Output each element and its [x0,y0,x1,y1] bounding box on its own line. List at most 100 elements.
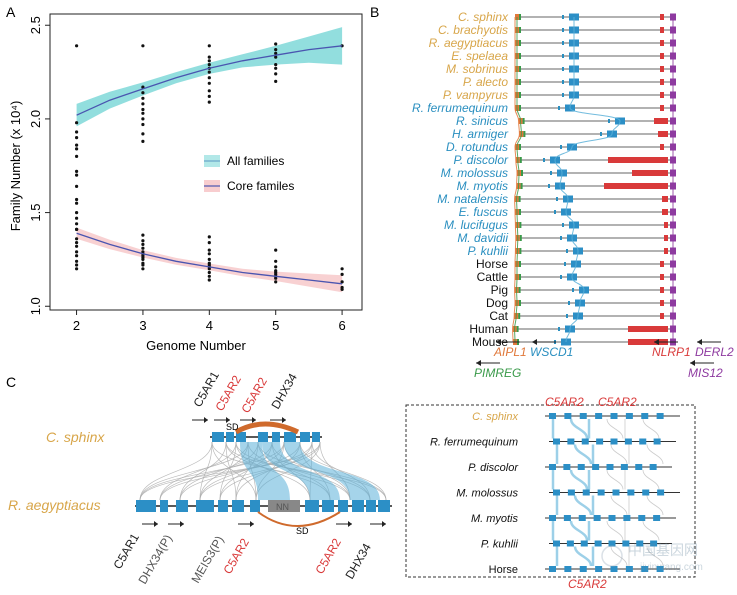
data-point [141,257,145,261]
inset-link [642,469,660,490]
gene-legend-label: NLRP1 [652,345,691,359]
panel-a-label: A [6,4,16,20]
data-point [75,254,79,258]
gene-block-pimreg [519,66,521,72]
data-point [75,222,79,226]
species-label: P. kuhlii [468,244,509,258]
inset-exon-block [549,464,556,470]
gene-block-nlrp1 [654,118,668,124]
species-label: P. discolor [454,153,509,167]
gene-tick [600,132,602,136]
data-point [141,91,145,95]
data-point [75,244,79,248]
gene-tick [572,288,574,292]
data-point [75,201,79,205]
arrow-head [690,360,695,366]
data-point [75,237,79,241]
watermark-logo [601,545,623,567]
x-tick-label: 2 [73,318,80,333]
species-label: P. alecto [463,75,508,89]
inset-exon-block [606,464,614,470]
inset-exon-block [656,413,664,419]
synteny-link [199,441,213,501]
inset-exon-block [592,464,600,470]
y-axis-title: Family Number (x 10⁴) [8,101,23,232]
arrow-head [154,521,158,527]
data-point [141,267,145,271]
gene-tick [556,197,558,201]
bottom-gene-label: C5AR1 [110,531,142,572]
species-label: Pig [491,283,508,297]
data-point [274,276,278,280]
inset-exon-block [653,515,661,521]
data-point [274,66,278,70]
gene-tick [562,80,564,84]
gene-block-nlrp1 [660,105,664,111]
gene-block-pimreg [519,79,521,85]
data-point [274,55,278,59]
synteny-link [139,441,213,501]
data-point [141,122,145,127]
exon-block [250,500,260,512]
inset-exon-block [641,413,649,419]
species-label: M. molossus [441,166,508,180]
exon-block [338,500,348,512]
inset-exon-block [638,515,646,521]
data-point [207,267,211,271]
inset-exon-block [608,540,616,547]
duplication-ribbon [284,442,380,500]
gene-block-nlrp1 [660,300,664,306]
gene-tick [558,106,560,110]
inset-link [573,444,593,465]
inset-exon-block [553,540,560,547]
data-point [75,211,79,215]
inset-exon-block [657,489,665,496]
data-point [75,216,79,220]
data-point [75,136,79,140]
inset-exon-block [622,540,630,547]
inset-link [606,520,624,541]
inset-exon-block [566,540,574,547]
inset-link [606,469,624,490]
gene-block-nlrp1 [662,196,668,202]
inset-exon-block [610,438,618,445]
data-point [207,70,211,74]
species-label: M. lucifugus [444,218,508,232]
exon-block [236,432,246,442]
exon-block [284,432,296,442]
inset-exon-block [656,566,664,572]
inset-link [646,495,664,516]
inset-exon-block [580,540,588,547]
inset-exon-block [642,489,650,496]
duplication-ribbon [240,442,290,500]
inset-exon-block [627,489,635,496]
gene-legend-label: AIPL1 [493,345,527,359]
inset-bottom-gene-label: C5AR2 [568,577,607,591]
data-point [207,59,211,63]
data-point [75,121,79,125]
inset-exon-block [610,413,618,419]
y-tick-label: 1.5 [28,204,43,222]
gene-tick [562,223,564,227]
inset-species-label: Horse [489,564,518,576]
gene-block-pimreg [519,27,521,33]
data-point [207,241,211,245]
species-label: Cat [489,309,508,323]
species-label: M. sobrinus [446,62,508,76]
data-point [274,48,278,52]
synteny-link [211,441,351,501]
data-point [207,270,211,275]
data-point [75,169,79,173]
arrow-head [250,521,254,527]
data-point [141,111,145,115]
legend-label-all: All families [227,154,284,168]
data-point [274,248,278,252]
bottom-gene-label: DHX34(P) [135,532,174,586]
y-tick-label: 1.0 [28,297,43,315]
gene-block-nlrp1 [660,79,664,85]
gene-tick [562,15,564,19]
inset-exon-block [563,515,571,521]
inset-species-label: M. myotis [471,513,519,525]
data-point [340,267,344,271]
